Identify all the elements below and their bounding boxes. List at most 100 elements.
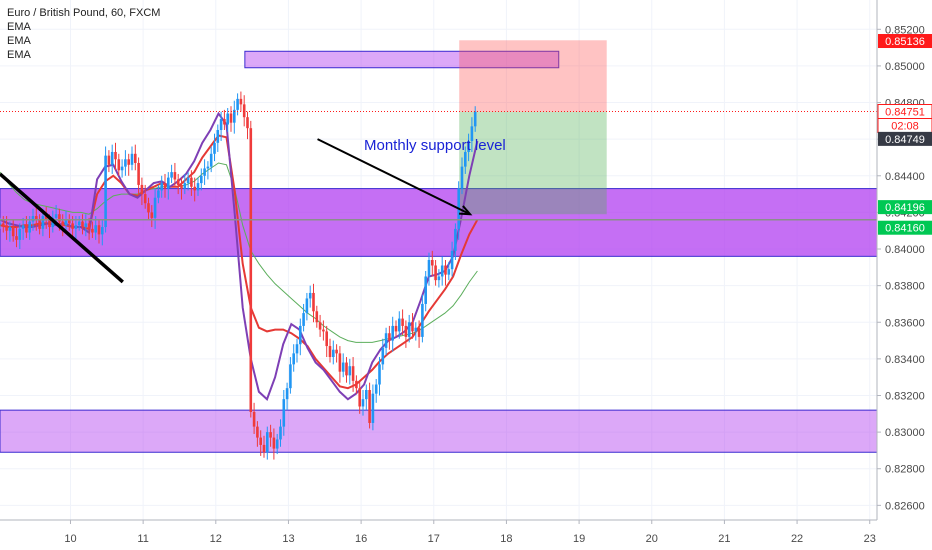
candle xyxy=(0,217,2,229)
candle xyxy=(219,111,223,141)
candle-body xyxy=(120,166,124,171)
candle-body xyxy=(127,159,130,165)
candle xyxy=(67,214,71,231)
candle-body xyxy=(140,184,144,195)
candle xyxy=(265,426,269,460)
candle-body xyxy=(364,390,368,400)
candle xyxy=(394,320,398,337)
price-badge-label: 0.84751 xyxy=(885,107,925,119)
candle xyxy=(460,157,464,195)
candle-body xyxy=(153,197,157,218)
candle xyxy=(318,314,322,337)
candle xyxy=(232,100,236,134)
candle-body xyxy=(447,269,451,275)
candle-body xyxy=(305,298,309,314)
candle-body xyxy=(391,325,394,341)
drawings-layer[interactable] xyxy=(0,111,877,284)
candle-body xyxy=(150,212,154,218)
time-tick-label: 18 xyxy=(500,533,512,545)
candle-body xyxy=(170,172,173,178)
candle xyxy=(454,223,457,260)
position-target-area[interactable] xyxy=(459,111,607,215)
candle-body xyxy=(216,130,220,143)
price-axis[interactable]: 0.82600 0.82800 0.83000 0.83200 0.83400 0.836… xyxy=(876,0,932,550)
time-tick-label: 16 xyxy=(355,533,367,545)
annotation-monthly-support[interactable]: Monthly support level xyxy=(364,137,506,154)
zone-rectangle[interactable] xyxy=(244,50,560,69)
price-tick-label: 0.83400 xyxy=(885,354,925,366)
indicator-ema-3[interactable]: EMA xyxy=(7,49,32,61)
candle xyxy=(312,283,315,323)
candle xyxy=(133,144,137,171)
candle-body xyxy=(173,172,177,180)
candle-body xyxy=(44,216,48,220)
candle xyxy=(11,219,15,242)
candle xyxy=(437,269,441,288)
candle xyxy=(229,106,233,132)
candle xyxy=(295,338,299,363)
candle-body xyxy=(259,437,262,445)
candle-body xyxy=(378,364,381,385)
position-stop-area[interactable] xyxy=(459,40,607,112)
arrow-line[interactable] xyxy=(317,138,471,216)
candle xyxy=(186,172,190,191)
candle-body xyxy=(440,265,444,277)
candle xyxy=(8,221,12,242)
candle xyxy=(434,260,437,286)
time-axis[interactable]: 10 11 12 13 16 17 18 19 20 21 22 23 xyxy=(0,519,877,545)
candle xyxy=(137,157,140,195)
candle-body xyxy=(87,223,91,229)
candle-body xyxy=(236,98,239,110)
candle xyxy=(193,177,196,202)
candle xyxy=(262,435,266,458)
price-badge: 0.84751 xyxy=(877,104,932,120)
candle xyxy=(384,327,388,356)
candle xyxy=(440,256,444,286)
time-tick-label: 23 xyxy=(864,533,876,545)
candle xyxy=(358,380,361,414)
candle-body xyxy=(338,353,342,372)
candle-body xyxy=(249,128,253,412)
candle xyxy=(275,433,279,455)
candle-body xyxy=(404,325,408,337)
candle xyxy=(216,124,220,152)
price-tick-label: 0.82800 xyxy=(885,464,925,476)
candle-body xyxy=(269,432,272,438)
indicator-ema-1[interactable]: EMA xyxy=(7,35,32,47)
candle xyxy=(401,309,404,336)
price-badge: 0.84196 xyxy=(878,200,932,215)
candle-body xyxy=(18,228,22,240)
candle-body xyxy=(143,194,147,204)
symbol-title[interactable]: Euro / British Pound, 60, FXCM xyxy=(7,7,160,19)
zone-rectangle[interactable] xyxy=(0,409,878,453)
price-badge-label: 0.84749 xyxy=(885,134,925,146)
position-tool[interactable] xyxy=(459,40,607,215)
candle-body xyxy=(308,292,312,299)
time-tick-label: 21 xyxy=(718,533,730,545)
candle-body xyxy=(219,119,223,130)
candle-body xyxy=(28,221,31,233)
candle xyxy=(364,384,368,411)
indicator-ema-2[interactable]: EMA xyxy=(7,21,32,33)
time-tick-label: 10 xyxy=(64,533,76,545)
candle-body xyxy=(84,223,88,228)
candle-body xyxy=(394,325,398,332)
candle xyxy=(110,144,114,174)
candle xyxy=(470,117,474,152)
price-tick-label: 0.83800 xyxy=(885,281,925,293)
candle-body xyxy=(31,216,35,222)
candle-body xyxy=(147,203,150,213)
trend-line[interactable] xyxy=(0,172,124,284)
candle xyxy=(391,316,394,352)
candle-body xyxy=(180,184,183,189)
candle xyxy=(147,197,150,220)
candle-body xyxy=(133,153,137,163)
candle xyxy=(407,314,411,343)
candle xyxy=(91,221,94,239)
candle-body xyxy=(77,221,81,226)
candle-body xyxy=(289,364,292,389)
candle xyxy=(335,344,338,363)
candle-body xyxy=(348,366,352,376)
candle-body xyxy=(345,362,348,376)
